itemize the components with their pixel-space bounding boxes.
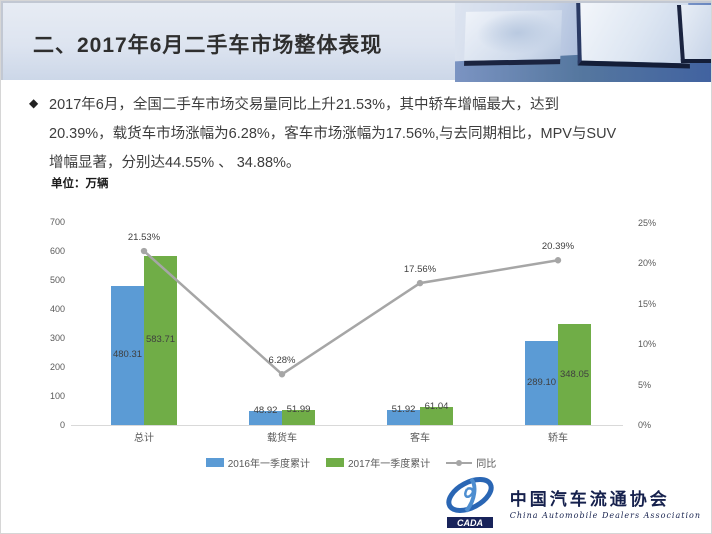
y-axis-left-tick: 700	[49, 217, 65, 227]
y-axis-left-tick: 300	[49, 333, 65, 343]
yoy-trend-line	[140, 247, 562, 378]
chart-unit-label: 单位：万辆	[51, 178, 109, 190]
line-point-label: 20.39%	[541, 241, 575, 253]
category-label: 载货车	[267, 433, 297, 444]
legend-line-marker	[456, 459, 463, 466]
org-name-en: China Automobile Dealers Association	[509, 510, 701, 520]
bar-value-label: 51.99	[286, 403, 311, 415]
line-point-label: 21.53%	[127, 232, 161, 244]
bar-value-label: 289.10	[526, 377, 557, 389]
y-axis-left-tick: 0	[59, 420, 65, 430]
category-label: 轿车	[548, 433, 568, 444]
slide-header: 二、2017年6月二手车市场整体表现	[1, 1, 711, 82]
y-axis-left-tick: 600	[49, 246, 65, 256]
y-axis-right-tick: 0%	[638, 420, 652, 430]
bar-series-1	[249, 410, 282, 425]
logo-text: 中国汽车流通协会 China Automobile Dealers Associ…	[510, 485, 701, 520]
line-point-label: 17.56%	[403, 264, 437, 276]
y-axis-right-tick: 15%	[638, 298, 657, 309]
legend-line-swatch	[446, 459, 473, 466]
bar-value-label: 348.05	[559, 368, 590, 380]
intro-line: 2017年6月，全国二手车市场交易量同比上升21.53%，其中轿车增幅最大，达到	[49, 97, 559, 113]
legend-item: 2017年一季度累计	[326, 455, 430, 470]
page-title: 二、2017年6月二手车市场整体表现	[33, 34, 383, 57]
legend-item: 2016年一季度累计	[205, 455, 310, 470]
y-axis-left-tick: 100	[49, 391, 65, 401]
diamond-bullet-icon: ◆	[29, 96, 39, 110]
bar-value-label: 583.71	[145, 334, 176, 346]
header-decoration-cubes	[455, 3, 711, 82]
legend-label: 2016年一季度累计	[227, 459, 310, 470]
bar-series-2	[558, 324, 591, 425]
y-axis-left-tick: 200	[49, 362, 65, 372]
bar-series-1	[525, 341, 558, 425]
line-data-point	[416, 279, 424, 287]
y-axis-right-tick: 10%	[638, 339, 657, 350]
x-axis-line	[71, 425, 623, 426]
legend-swatch	[326, 458, 344, 467]
bar-series-2	[282, 409, 315, 425]
y-axis-left-tick: 500	[49, 275, 65, 285]
line-data-point	[554, 257, 562, 264]
bar-series-2	[144, 255, 177, 425]
bar-value-label: 48.92	[253, 404, 278, 416]
bar-value-label: 51.92	[391, 403, 416, 415]
line-data-point	[140, 247, 148, 255]
bar-value-label: 61.04	[424, 401, 449, 413]
bar-series-1	[111, 285, 144, 425]
bar-value-label: 480.31	[112, 349, 143, 361]
cada-logo: CADA 中国汽车流通协会 China Automobile Dealers A…	[440, 475, 701, 529]
intro-line: 20.39%，载货车市场涨幅为6.28%，客车市场涨幅为17.56%,与去同期相…	[49, 126, 617, 142]
legend-label: 2017年一季度累计	[348, 459, 431, 470]
bar-series-1	[387, 409, 420, 425]
combo-bar-line-chart: 0 100 200 300 400 500 600 700 0% 5% 10% 15% 20% 25% 总计…	[1, 206, 711, 478]
cada-acronym: CADA	[457, 518, 483, 528]
legend-swatch	[205, 458, 224, 467]
cube-graphic	[576, 3, 690, 69]
legend-label: 同比	[476, 459, 497, 470]
legend-item: 同比	[446, 455, 496, 470]
line-data-point	[278, 371, 286, 378]
bar-series-2	[420, 407, 453, 425]
y-axis-left-tick: 400	[49, 304, 65, 314]
category-label: 总计	[134, 433, 154, 444]
cube-graphic	[464, 10, 562, 66]
org-name-cn: 中国汽车流通协会	[509, 489, 670, 510]
y-axis-right-tick: 5%	[638, 379, 652, 390]
category-label: 客车	[410, 433, 430, 444]
intro-text-block: ◆ 2017年6月，全国二手车市场交易量同比上升21.53%，其中轿车增幅最大，…	[29, 91, 684, 178]
cube-graphic	[676, 5, 711, 63]
intro-line: 增幅显著，分别达44.55% 、 34.88%。	[49, 155, 301, 171]
y-axis-right-tick: 20%	[638, 258, 657, 269]
y-axis-right-tick: 25%	[638, 218, 657, 228]
line-point-label: 6.28%	[268, 355, 296, 367]
cada-emblem-icon: CADA	[446, 477, 494, 528]
chart-legend: 2016年一季度累计 2017年一季度累计 同比	[75, 455, 627, 470]
